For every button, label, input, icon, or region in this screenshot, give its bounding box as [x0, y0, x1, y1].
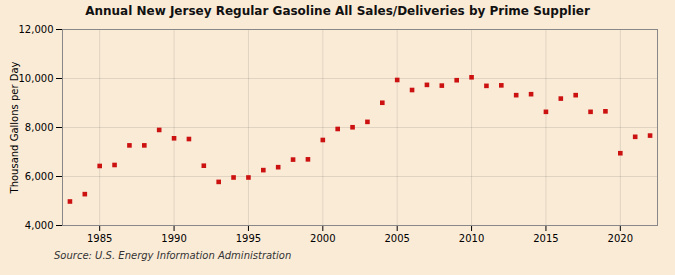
- svg-text:1995: 1995: [236, 233, 261, 244]
- svg-text:8,000: 8,000: [25, 122, 54, 133]
- svg-text:2020: 2020: [608, 233, 633, 244]
- html-text:Source: U.S. Energy Informatio: Source: U.S. Energy Information Administ…: [54, 250, 292, 261]
- svg-text:1985: 1985: [87, 233, 112, 244]
- svg-text:2000: 2000: [310, 233, 335, 244]
- html-text:Annual New Jersey Regular Gaso: Annual New Jersey Regular Gasoline All S…: [85, 4, 590, 18]
- svg-text:6,000: 6,000: [25, 171, 54, 182]
- svg-text:2015: 2015: [533, 233, 558, 244]
- svg-text:2010: 2010: [459, 233, 484, 244]
- svg-text:4,000: 4,000: [25, 220, 54, 231]
- svg-text:12,000: 12,000: [19, 24, 54, 35]
- svg-text:2005: 2005: [384, 233, 409, 244]
- svg-text:1990: 1990: [161, 233, 186, 244]
- svg-text:Thousand Gallons per Day: Thousand Gallons per Day: [9, 61, 20, 194]
- svg-text:10,000: 10,000: [19, 73, 54, 84]
